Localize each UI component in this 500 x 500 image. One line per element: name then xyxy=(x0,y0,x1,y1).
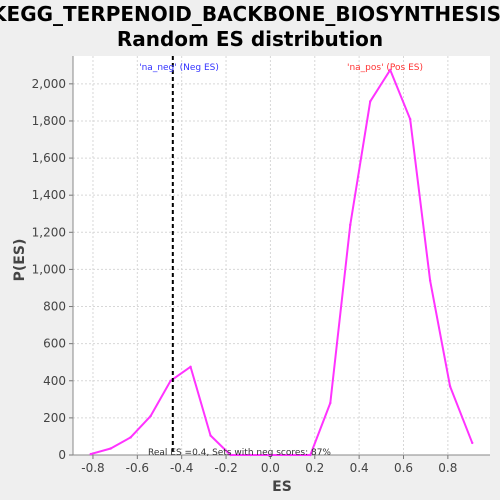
series-point xyxy=(309,453,312,457)
series-point xyxy=(169,379,172,382)
y-tick-label: 0 xyxy=(58,448,66,462)
y-tick-label: 1,600 xyxy=(32,151,66,165)
series-point xyxy=(229,453,232,457)
series-layer xyxy=(89,68,474,457)
x-tick-label: 0.2 xyxy=(305,461,324,475)
series-point xyxy=(189,365,192,369)
y-tick-label: 2,000 xyxy=(32,77,66,91)
series-point xyxy=(109,447,112,450)
y-tick-label: 1,200 xyxy=(32,225,66,239)
x-tick-label: -0.6 xyxy=(126,461,149,475)
y-tick-label: 200 xyxy=(43,411,66,425)
x-tick-label: -0.4 xyxy=(170,461,193,475)
x-tick-label: -0.8 xyxy=(81,461,104,475)
series-point xyxy=(388,68,392,72)
chart-title-line1: KEGG_TERPENOID_BACKBONE_BIOSYNTHESIS: xyxy=(0,2,500,26)
series-point xyxy=(289,453,292,457)
series-point xyxy=(428,279,432,282)
series-point xyxy=(269,453,272,457)
series-point xyxy=(369,100,372,103)
chart-title-line2: Random ES distribution xyxy=(117,27,383,51)
y-axis-label: P(ES) xyxy=(12,239,28,282)
plot-area xyxy=(73,56,490,455)
x-axis-label: ES xyxy=(272,479,292,495)
axis-layer: -0.8 -0.6 -0.4 -0.2 0.0 0.2 0.4 0.6 0.8 0 200 400 60… xyxy=(32,56,490,475)
series-point xyxy=(329,401,332,405)
y-tick-label: 400 xyxy=(43,374,66,388)
x-tick-label: 0.8 xyxy=(438,461,457,475)
series-point xyxy=(89,452,92,456)
series-point xyxy=(408,117,412,121)
y-tick-label: 1,800 xyxy=(32,114,66,128)
x-tick-label: 0.4 xyxy=(350,461,369,475)
real-es-annotation: Real ES =0.4, Sets with neg scores: 87% xyxy=(148,448,331,458)
grid-layer xyxy=(73,56,490,456)
x-tick-label: 0.6 xyxy=(394,461,413,475)
series-point xyxy=(129,436,132,439)
series-point xyxy=(149,414,152,418)
x-tick-label: -0.2 xyxy=(214,461,237,475)
pos-es-annotation: 'na_pos' (Pos ES) xyxy=(347,63,423,73)
y-tick-label: 600 xyxy=(43,337,66,351)
x-tick-label: 0.0 xyxy=(261,461,280,475)
y-tick-label: 1,400 xyxy=(32,188,66,202)
series-point xyxy=(471,441,474,445)
series-point xyxy=(249,453,252,457)
series-line xyxy=(90,68,474,456)
series-point xyxy=(209,434,212,437)
y-tick-label: 1,000 xyxy=(32,262,66,276)
neg-es-annotation: 'na_neg' (Neg ES) xyxy=(139,63,219,73)
series-point xyxy=(448,385,452,388)
y-tick-label: 800 xyxy=(43,300,66,314)
annotation-layer: 'na_neg' (Neg ES) 'na_pos' (Pos ES) Real E… xyxy=(139,56,423,458)
series-point xyxy=(349,223,352,227)
